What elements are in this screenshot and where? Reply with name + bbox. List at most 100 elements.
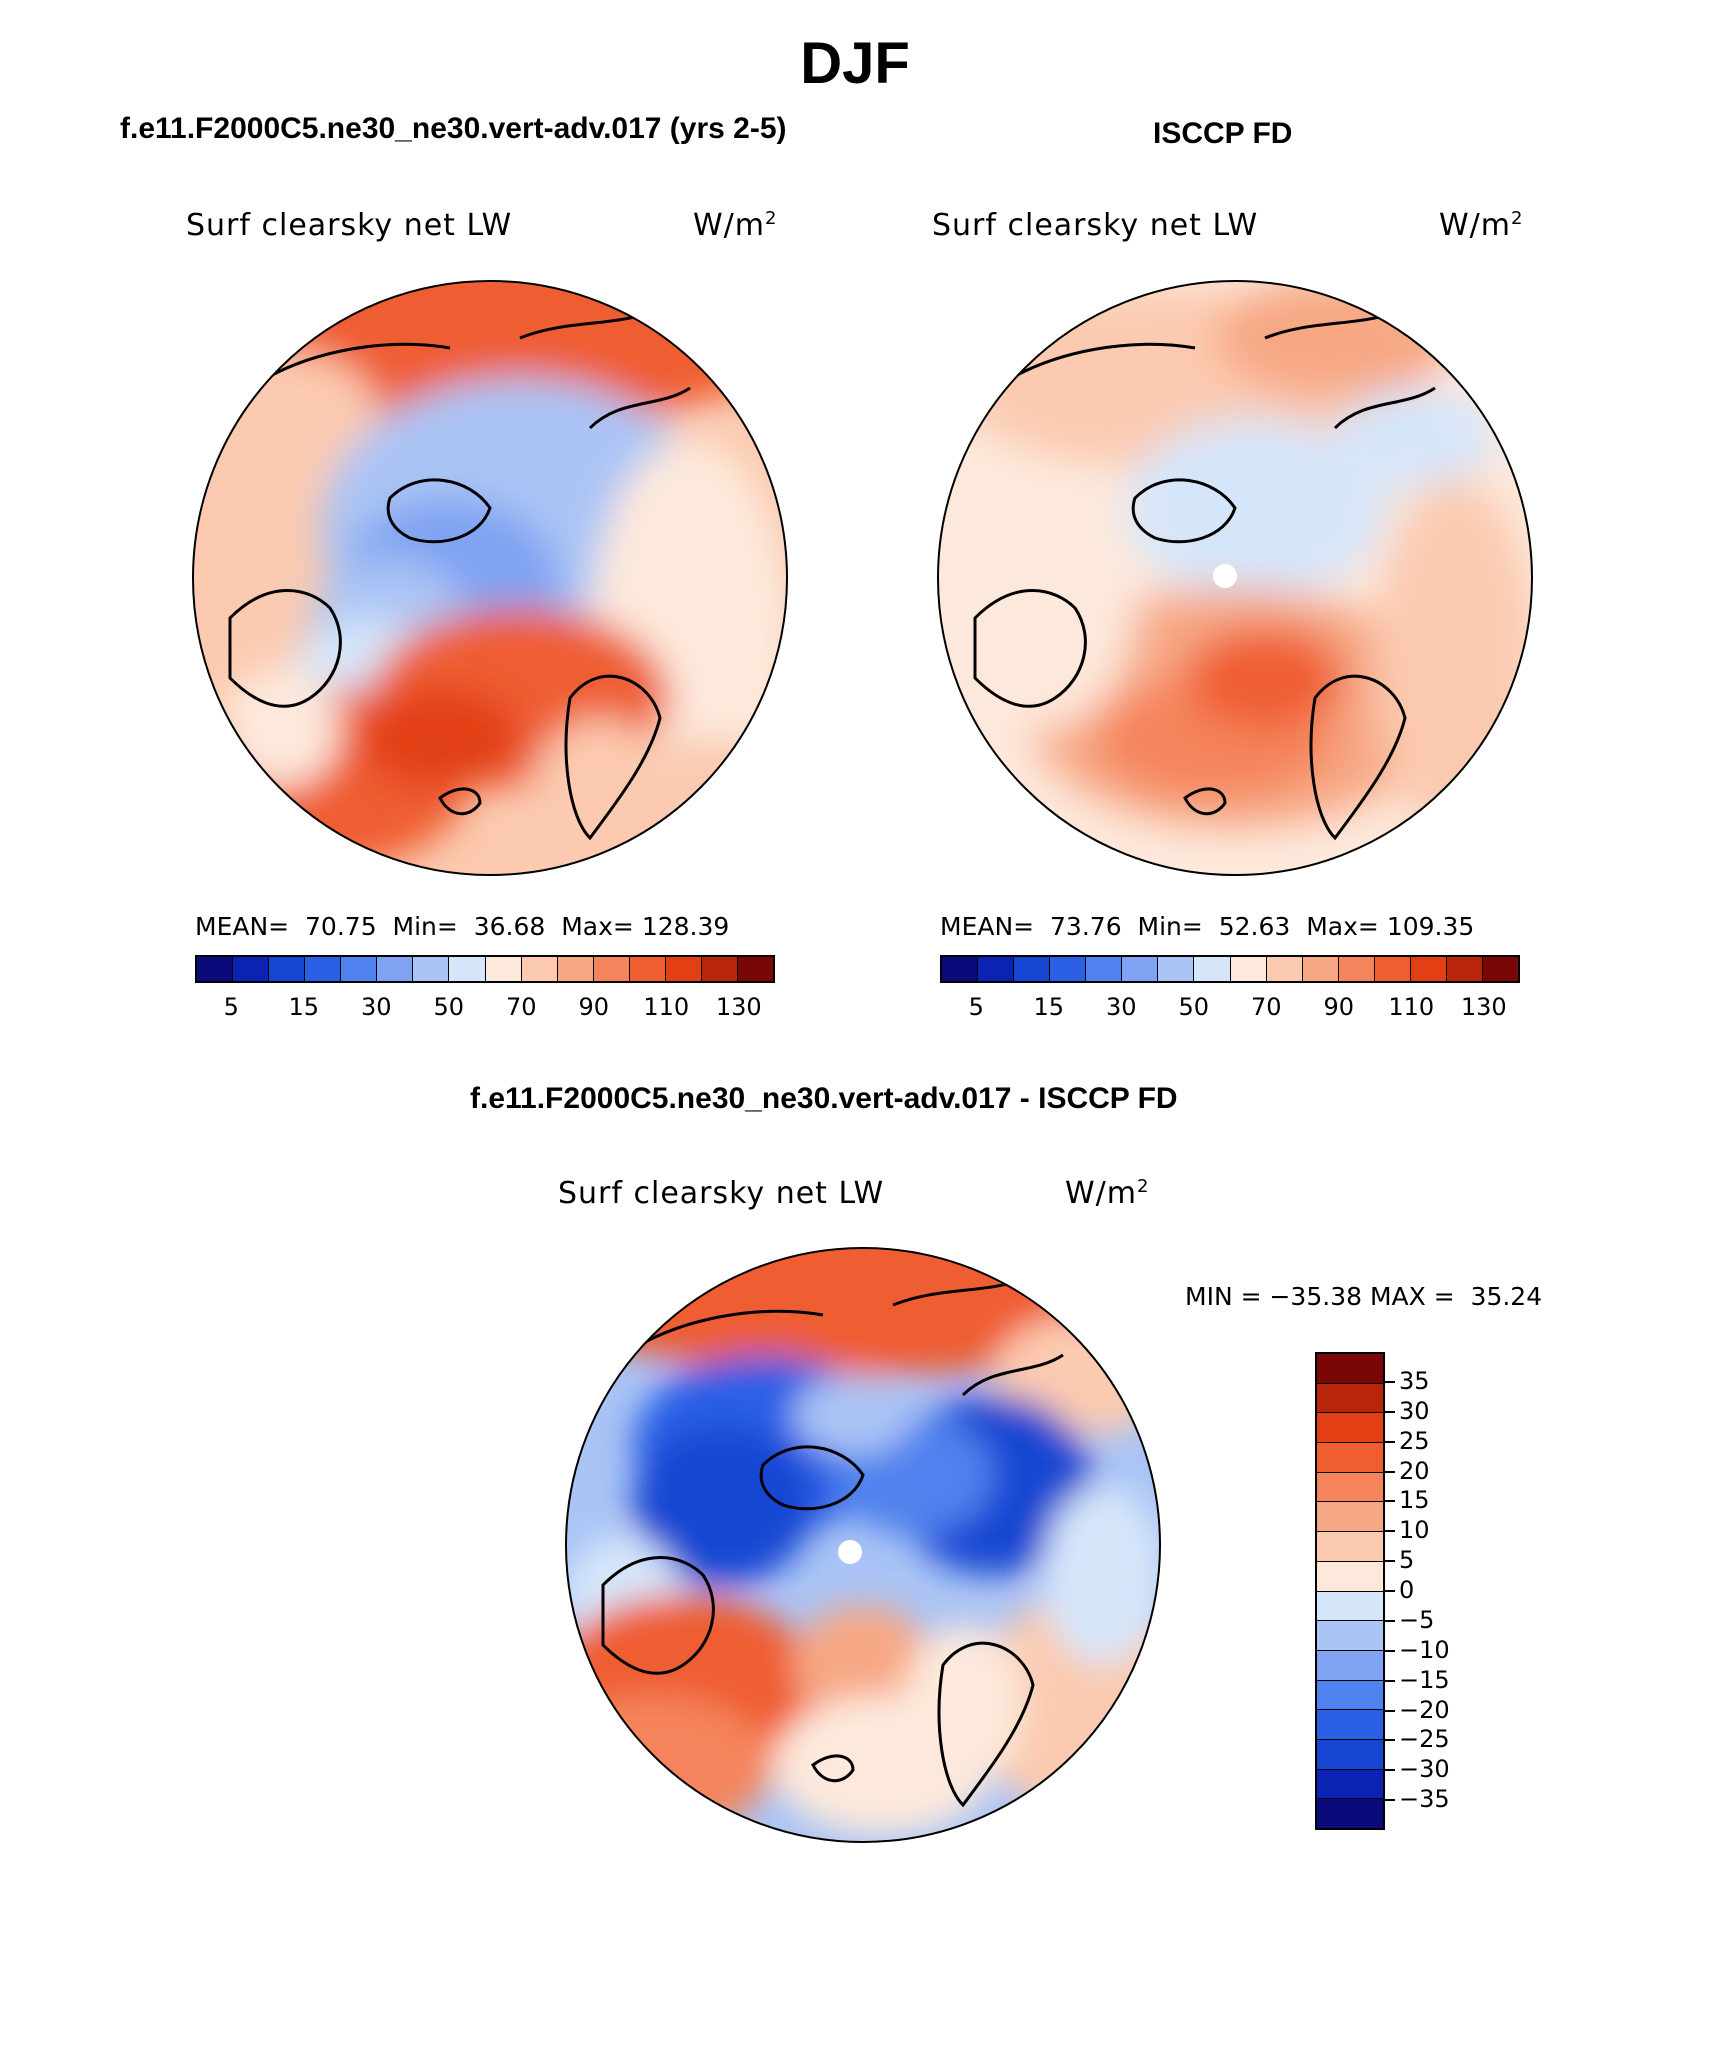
colorbar-tick-label: 15 xyxy=(288,993,320,1021)
colorbar-tick-mark xyxy=(1385,1410,1395,1413)
colorbar-tick-label: 15 xyxy=(1399,1486,1430,1515)
colorbar-tick-label: −20 xyxy=(1399,1695,1450,1724)
colorbar-swatch xyxy=(1317,1621,1383,1651)
colorbar-tick-label: −35 xyxy=(1399,1785,1450,1814)
colorbar-tick-mark xyxy=(1385,1679,1395,1682)
colorbar-swatch xyxy=(197,957,234,981)
colorbar-swatch xyxy=(1317,1413,1383,1444)
diff-variable-label: Surf clearsky net LW xyxy=(558,1176,885,1211)
colorbar-tick-mark xyxy=(1385,1769,1395,1772)
colorbar-swatch xyxy=(1317,1561,1383,1592)
colorbar-tick-mark xyxy=(1385,1649,1395,1652)
colorbar-swatch xyxy=(1374,957,1411,981)
colorbar-swatch xyxy=(737,957,773,981)
obs-colorbar: 5 15 30 50 70 90 110 130 xyxy=(940,955,1520,1023)
colorbar-tick-label: 20 xyxy=(1399,1456,1430,1485)
colorbar-tick-label: 35 xyxy=(1399,1366,1430,1395)
colorbar-swatch xyxy=(665,957,702,981)
diff-polar-map xyxy=(565,1247,1161,1843)
colorbar-tick-label: 50 xyxy=(433,993,465,1021)
colorbar-swatch xyxy=(629,957,666,981)
colorbar-tick-label: −10 xyxy=(1399,1635,1450,1664)
colorbar-swatch xyxy=(942,957,979,981)
colorbar-swatch xyxy=(1317,1383,1383,1414)
colorbar-swatch xyxy=(593,957,630,981)
colorbar-tick-label: 0 xyxy=(1399,1576,1415,1604)
colorbar-swatch xyxy=(1482,957,1518,981)
colorbar-swatch xyxy=(269,957,306,981)
colorbar-tick-label: −25 xyxy=(1399,1725,1450,1754)
colorbar-tick-label: 5 xyxy=(1399,1546,1415,1575)
colorbar-tick-label: 130 xyxy=(715,993,762,1021)
colorbar-swatch xyxy=(1317,1680,1383,1711)
colorbar-swatch xyxy=(1086,957,1123,981)
model-variable-label: Surf clearsky net LW xyxy=(186,208,513,243)
colorbar-swatch xyxy=(1317,1472,1383,1503)
obs-units-label: W/m2 xyxy=(1439,208,1524,243)
colorbar-tick-label: 30 xyxy=(1399,1396,1430,1425)
colorbar-tick-label: 70 xyxy=(1250,993,1282,1021)
colorbar-tick-label: −5 xyxy=(1399,1605,1435,1634)
season-title: DJF xyxy=(800,31,910,96)
colorbar-swatch xyxy=(1317,1710,1383,1740)
colorbar-tick-label: 90 xyxy=(578,993,610,1021)
obs-polar-map xyxy=(937,280,1533,876)
colorbar-tick-mark xyxy=(1385,1739,1395,1742)
colorbar-tick-label: 15 xyxy=(1033,993,1065,1021)
colorbar-tick-label: 90 xyxy=(1323,993,1355,1021)
colorbar-tick-label: 110 xyxy=(1388,993,1435,1021)
colorbar-swatch xyxy=(485,957,522,981)
colorbar-swatch xyxy=(521,957,558,981)
colorbar-swatch xyxy=(1446,957,1483,981)
colorbar-tick-mark xyxy=(1385,1619,1395,1622)
colorbar-swatch xyxy=(341,957,378,981)
colorbar-swatch xyxy=(1230,957,1267,981)
diff-minmax: MIN = −35.38 MAX = 35.24 xyxy=(1185,1282,1543,1311)
colorbar-swatch xyxy=(1194,957,1231,981)
colorbar-tick-label: 25 xyxy=(1399,1426,1430,1455)
colorbar-swatch xyxy=(1317,1799,1383,1828)
colorbar-swatch xyxy=(449,957,486,981)
colorbar-tick-label: −30 xyxy=(1399,1755,1450,1784)
colorbar-swatch xyxy=(1050,957,1087,981)
model-polar-map xyxy=(192,280,788,876)
colorbar-swatch xyxy=(377,957,414,981)
colorbar-tick-label: 5 xyxy=(968,993,984,1021)
colorbar-tick-mark xyxy=(1385,1380,1395,1383)
colorbar-swatch xyxy=(1317,1532,1383,1562)
colorbar-swatch xyxy=(1317,1443,1383,1473)
colorbar-tick-mark xyxy=(1385,1799,1395,1802)
obs-stats: MEAN= 73.76 Min= 52.63 Max= 109.35 xyxy=(940,912,1475,941)
colorbar-swatch xyxy=(413,957,450,981)
diff-panel-header: f.e11.F2000C5.ne30_ne30.vert-adv.017 - I… xyxy=(470,1082,1178,1115)
colorbar-tick-label: 10 xyxy=(1399,1516,1430,1545)
colorbar-swatch xyxy=(233,957,270,981)
obs-variable-label: Surf clearsky net LW xyxy=(932,208,1259,243)
colorbar-tick-label: 110 xyxy=(643,993,690,1021)
colorbar-swatch xyxy=(1410,957,1447,981)
colorbar-swatch xyxy=(1158,957,1195,981)
colorbar-swatch xyxy=(1122,957,1159,981)
obs-panel-header: ISCCP FD xyxy=(1153,117,1293,150)
colorbar-swatch xyxy=(1014,957,1051,981)
colorbar-tick-label: 130 xyxy=(1460,993,1507,1021)
colorbar-tick-mark xyxy=(1385,1709,1395,1712)
colorbar-swatch xyxy=(1317,1769,1383,1800)
model-stats: MEAN= 70.75 Min= 36.68 Max= 128.39 xyxy=(195,912,730,941)
colorbar-tick-label: 70 xyxy=(505,993,537,1021)
colorbar-tick-label: 30 xyxy=(1105,993,1137,1021)
colorbar-tick-mark xyxy=(1385,1590,1395,1592)
diff-units-label: W/m2 xyxy=(1065,1176,1150,1211)
model-panel-header: f.e11.F2000C5.ne30_ne30.vert-adv.017 (yr… xyxy=(120,112,787,145)
colorbar-swatch xyxy=(1317,1739,1383,1770)
model-units-label: W/m2 xyxy=(693,208,778,243)
colorbar-swatch xyxy=(1317,1502,1383,1533)
colorbar-swatch xyxy=(1317,1591,1383,1622)
colorbar-tick-mark xyxy=(1385,1530,1395,1533)
colorbar-tick-label: 5 xyxy=(223,993,239,1021)
colorbar-tick-label: −15 xyxy=(1399,1665,1450,1694)
colorbar-swatch xyxy=(701,957,738,981)
colorbar-swatch xyxy=(1317,1650,1383,1681)
colorbar-swatch xyxy=(978,957,1015,981)
colorbar-tick-label: 50 xyxy=(1178,993,1210,1021)
